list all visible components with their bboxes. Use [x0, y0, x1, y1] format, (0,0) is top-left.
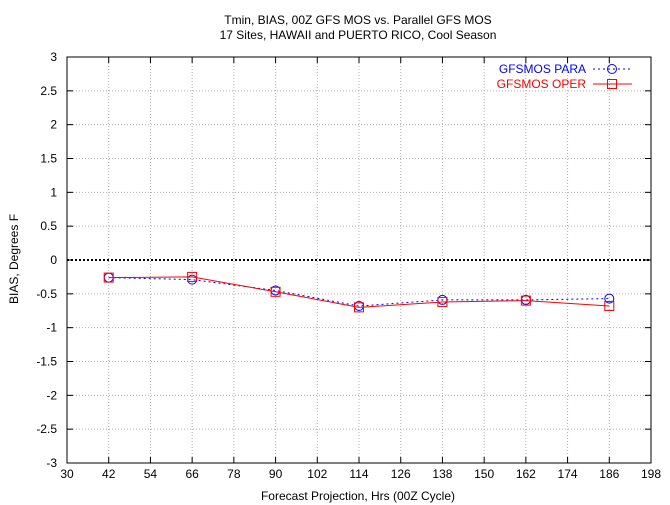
y-axis-label: BIAS, Degrees F — [7, 214, 21, 304]
y-tick-label: -2.5 — [36, 422, 57, 436]
x-tick-label: 162 — [516, 467, 536, 481]
legend-label: GFSMOS OPER — [497, 77, 587, 91]
data-point-square — [520, 295, 531, 306]
data-point-square — [437, 296, 448, 307]
x-tick-label: 174 — [558, 467, 578, 481]
y-tick-label: 0.5 — [40, 219, 57, 233]
y-tick-label: -2 — [46, 388, 57, 402]
x-tick-label: 90 — [269, 467, 283, 481]
y-tick-label: 3 — [50, 50, 57, 64]
x-tick-label: 78 — [227, 467, 241, 481]
chart-subtitle: 17 Sites, HAWAII and PUERTO RICO, Cool S… — [220, 28, 497, 42]
x-tick-label: 54 — [144, 467, 158, 481]
x-tick-label: 126 — [391, 467, 411, 481]
data-series — [103, 271, 615, 313]
x-tick-label: 102 — [307, 467, 327, 481]
y-tick-label: 2 — [50, 118, 57, 132]
y-tick-label: -0.5 — [36, 287, 57, 301]
y-tick-label: 1 — [50, 185, 57, 199]
y-tick-label: 1.5 — [40, 152, 57, 166]
x-tick-label: 150 — [474, 467, 494, 481]
y-axis-tick-labels: -3 -2.5 -2 -1.5 -1 -0.5 0 0.5 1 1.5 2 2.5 3 — [36, 50, 57, 470]
data-point-square — [187, 271, 198, 282]
grid-lines — [67, 57, 651, 463]
data-point-square — [604, 301, 615, 312]
chart-title: Tmin, BIAS, 00Z GFS MOS vs. Parallel GFS… — [224, 13, 491, 27]
x-tick-label: 42 — [102, 467, 116, 481]
legend-marker-circle — [607, 64, 617, 74]
x-tick-label: 66 — [185, 467, 199, 481]
x-tick-label: 186 — [599, 467, 619, 481]
legend-label: GFSMOS PARA — [499, 62, 586, 76]
data-point-square — [103, 272, 114, 283]
data-point-circle — [604, 293, 615, 304]
series-line — [108, 276, 610, 308]
data-point-square — [270, 286, 281, 297]
data-point-square — [354, 302, 364, 313]
y-tick-label: -1.5 — [36, 355, 57, 369]
x-tick-label: 198 — [641, 467, 661, 481]
x-tick-label: 30 — [60, 467, 74, 481]
series-gfsmos-oper — [103, 271, 615, 313]
y-tick-label: 2.5 — [40, 84, 57, 98]
x-tick-label: 138 — [432, 467, 452, 481]
axis-ticks — [66, 56, 652, 464]
x-axis-label: Forecast Projection, Hrs (00Z Cycle) — [261, 489, 455, 503]
x-tick-label: 114 — [349, 467, 368, 481]
x-axis-tick-labels: 30 42 54 66 78 90 102 114 126 138 150 162 174 186 198 — [60, 467, 661, 481]
y-tick-label: -3 — [46, 456, 57, 470]
y-tick-label: 0 — [50, 253, 57, 267]
y-tick-label: -1 — [46, 321, 57, 335]
legend-marker-square — [607, 79, 617, 89]
